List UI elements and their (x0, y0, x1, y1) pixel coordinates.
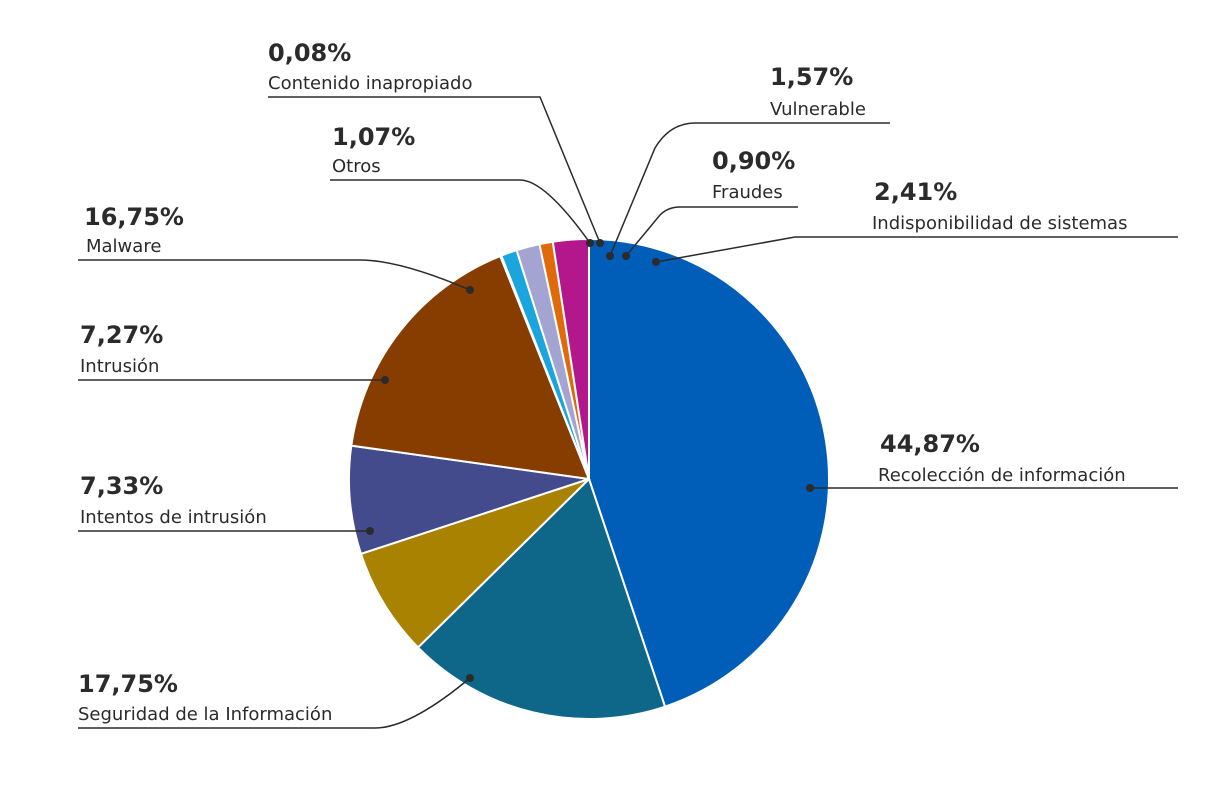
leader-line-malware (78, 259, 471, 291)
leader-dot-otros (586, 239, 594, 247)
pct-label-intentos: 7,33% (80, 472, 163, 500)
name-label-vulnerable: Vulnerable (770, 99, 866, 120)
name-label-seguridad: Seguridad de la Información (78, 704, 332, 725)
slice-indisponibilidad-de-sistemas (551, 237, 590, 480)
leader-line-indisponibilidad (655, 236, 1178, 263)
slice-intentos-de-intrusion (359, 478, 590, 649)
leader-dot-seguridad (466, 674, 474, 682)
name-label-otros: Otros (332, 156, 381, 177)
pct-label-indisponibilidad: 2,41% (874, 178, 957, 206)
pie-labels: 44,87% Recolección de información 17,75%… (78, 39, 1127, 725)
leader-dot-vulnerable (606, 252, 614, 260)
pct-label-contenido: 0,08% (268, 39, 351, 67)
pct-label-malware: 16,75% (84, 203, 184, 231)
name-label-intentos: Intentos de intrusión (80, 507, 267, 528)
name-label-intrusion: Intrusión (80, 356, 159, 377)
pct-label-recoleccion: 44,87% (880, 430, 980, 458)
leader-dots (366, 239, 814, 682)
leader-line-seguridad (78, 677, 471, 729)
leader-dot-intrusion (381, 376, 389, 384)
name-label-contenido: Contenido inapropiado (268, 73, 472, 94)
name-label-indisponibilidad: Indisponibilidad de sistemas (872, 213, 1127, 234)
pie-slices (348, 237, 830, 720)
leader-line-contenido (268, 96, 601, 244)
leader-lines (78, 96, 1178, 729)
slice-malware (350, 254, 591, 481)
leader-line-fraudes (625, 206, 798, 257)
leader-dot-recoleccion (806, 484, 814, 492)
pct-label-otros: 1,07% (332, 123, 415, 151)
pct-label-fraudes: 0,90% (712, 147, 795, 175)
leader-dot-contenido (596, 239, 604, 247)
name-label-recoleccion: Recolección de información (878, 465, 1126, 486)
leader-dot-malware (466, 286, 474, 294)
leader-line-vulnerable (609, 122, 890, 257)
slice-seguridad-de-la-informacion (416, 477, 667, 720)
pct-label-seguridad: 17,75% (78, 670, 178, 698)
leader-line-otros (330, 179, 591, 244)
leader-dot-fraudes (622, 252, 630, 260)
pct-label-intrusion: 7,27% (80, 321, 163, 349)
slice-intrusion (348, 444, 590, 556)
name-label-malware: Malware (86, 236, 161, 257)
pct-label-vulnerable: 1,57% (770, 63, 853, 91)
leader-dot-indisponibilidad (652, 258, 660, 266)
leader-dot-intentos (366, 527, 374, 535)
name-label-fraudes: Fraudes (712, 182, 783, 203)
